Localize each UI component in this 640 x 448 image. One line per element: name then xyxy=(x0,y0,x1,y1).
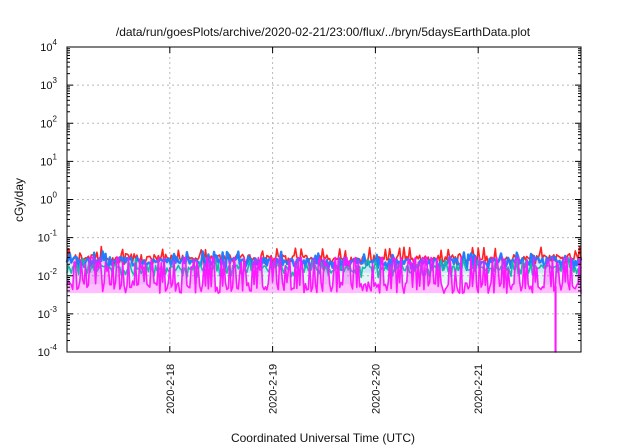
y-tick-exponent: -2 xyxy=(50,267,58,276)
x-tick-label: 2020-2-20 xyxy=(370,364,382,414)
y-tick-exponent: 2 xyxy=(53,114,58,123)
y-tick-base: 10 xyxy=(40,42,52,54)
y-tick-label: 10-3 xyxy=(38,305,58,321)
y-tick-label: 10-4 xyxy=(38,343,58,359)
y-tick-exponent: 1 xyxy=(53,152,58,161)
x-tick-label: 2020-2-18 xyxy=(165,364,177,414)
y-tick-base: 10 xyxy=(38,347,50,359)
y-tick-base: 10 xyxy=(38,233,50,245)
y-tick-label: 104 xyxy=(40,38,57,54)
y-tick-exponent: 4 xyxy=(53,38,58,47)
x-tick-label: 2020-2-21 xyxy=(473,364,485,414)
y-tick-base: 10 xyxy=(40,156,52,168)
label-layer: 10-410-310-210-11001011021031042020-2-18… xyxy=(38,38,486,414)
y-tick-label: 103 xyxy=(40,76,57,92)
chart-title: /data/run/goesPlots/archive/2020-02-21/2… xyxy=(116,25,531,39)
y-tick-exponent: 3 xyxy=(53,76,58,85)
series-line xyxy=(66,256,582,353)
y-tick-base: 10 xyxy=(40,118,52,130)
y-tick-base: 10 xyxy=(38,309,50,321)
y-tick-exponent: -3 xyxy=(50,305,58,314)
x-axis-label: Coordinated Universal Time (UTC) xyxy=(231,431,415,445)
tick-layer xyxy=(67,46,581,353)
series-layer xyxy=(65,245,583,353)
series-band xyxy=(67,257,581,352)
y-tick-base: 10 xyxy=(40,195,52,207)
y-tick-label: 10-2 xyxy=(38,267,58,283)
y-tick-exponent: -4 xyxy=(50,343,58,352)
x-tick-label: 2020-2-19 xyxy=(268,364,280,414)
y-axis-label: cGy/day xyxy=(12,178,26,222)
y-tick-label: 10-1 xyxy=(38,229,58,245)
y-tick-base: 10 xyxy=(38,271,50,283)
y-tick-label: 101 xyxy=(40,152,57,168)
y-tick-exponent: -1 xyxy=(50,229,58,238)
y-tick-label: 100 xyxy=(40,191,57,207)
grid-layer xyxy=(67,47,581,352)
y-tick-base: 10 xyxy=(40,80,52,92)
y-tick-label: 102 xyxy=(40,114,57,130)
y-tick-exponent: 0 xyxy=(53,191,58,200)
